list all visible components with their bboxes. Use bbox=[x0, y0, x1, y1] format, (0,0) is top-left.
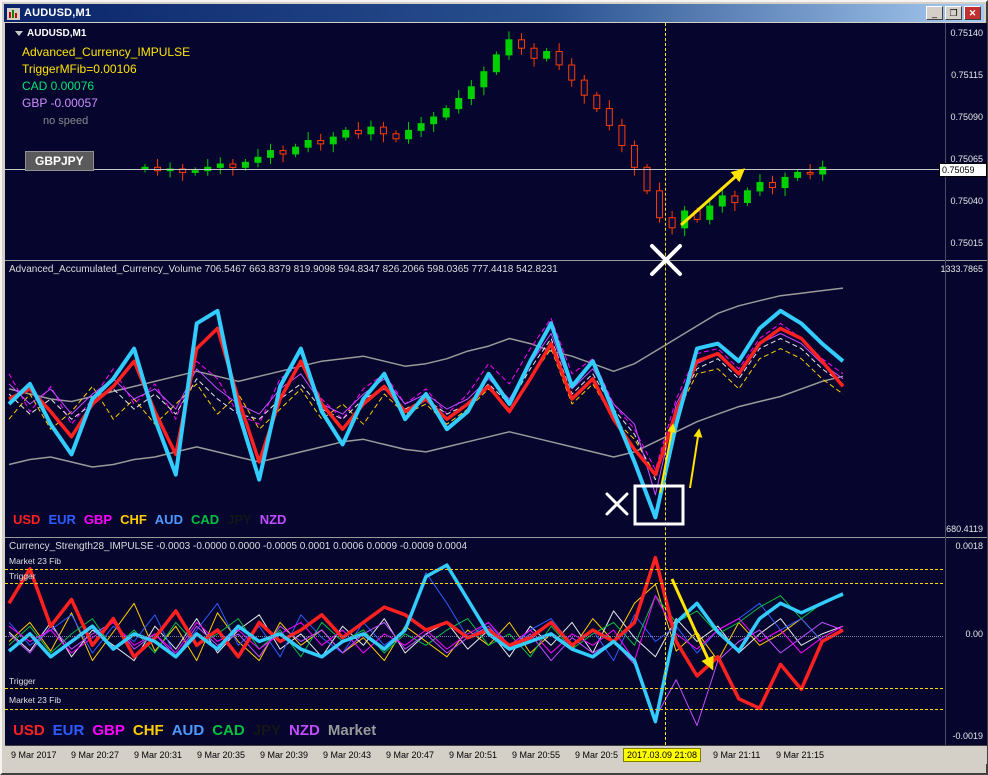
cad-value-label: CAD 0.00076 bbox=[22, 79, 95, 93]
market-fib-label-bottom: Market 23 Fib bbox=[9, 695, 61, 705]
price-scale-label: 0.75115 bbox=[951, 70, 983, 81]
market-fib-label-top: Market 23 Fib bbox=[9, 556, 61, 566]
panel-divider[interactable] bbox=[5, 537, 987, 538]
zero-level-line bbox=[5, 636, 943, 637]
current-price-line bbox=[5, 169, 987, 170]
legend-aud: AUD bbox=[171, 722, 205, 739]
legend-nzd: NZD bbox=[259, 512, 287, 527]
legend-market: Market bbox=[327, 722, 377, 739]
current-price-tag: 0.75059 bbox=[939, 163, 987, 178]
time-tick: 9 Mar 20:5 bbox=[575, 750, 619, 760]
time-tick: 9 Mar 20:51 bbox=[449, 750, 498, 760]
time-tick: 9 Mar 21:11 bbox=[713, 750, 761, 760]
volume-scale-max: 1333.7865 bbox=[940, 264, 983, 274]
time-axis[interactable]: 2017.03.09 21:08 9 Mar 2017 9 Mar 20:27 9 … bbox=[5, 745, 987, 764]
chart-icon bbox=[7, 7, 20, 20]
strength-scale-zero: 0.00 bbox=[965, 629, 983, 639]
time-tick: 9 Mar 20:43 bbox=[323, 750, 372, 760]
symbol-dropdown-icon[interactable] bbox=[15, 31, 23, 36]
legend-aud: AUD bbox=[154, 512, 183, 527]
price-scale-label: 0.75015 bbox=[950, 237, 983, 248]
volume-scale-min: 680.4119 bbox=[946, 524, 983, 534]
time-tick: 9 Mar 20:39 bbox=[260, 750, 309, 760]
pair-button-gbpjpy[interactable]: GBPJPY bbox=[25, 151, 94, 171]
strength-scale-min: -0.0019 bbox=[952, 731, 983, 741]
close-button[interactable]: ✕ bbox=[964, 6, 981, 20]
legend-nzd: NZD bbox=[289, 722, 320, 739]
time-tick: 9 Mar 20:35 bbox=[197, 750, 246, 760]
time-tick: 9 Mar 20:47 bbox=[386, 750, 435, 760]
legend-gbp: GBP bbox=[83, 512, 113, 527]
legend-usd: USD bbox=[13, 722, 45, 739]
currency-volume-chart[interactable] bbox=[5, 261, 945, 537]
window-title: AUDUSD,M1 bbox=[24, 7, 92, 19]
price-scale-separator bbox=[945, 23, 946, 745]
price-scale-label: 0.75140 bbox=[950, 28, 983, 39]
time-tick: 9 Mar 20:27 bbox=[71, 750, 120, 760]
legend-eur: EUR bbox=[48, 512, 76, 527]
price-scale-label: 0.75040 bbox=[950, 195, 983, 206]
panel-divider[interactable] bbox=[5, 260, 987, 261]
trigger-level-line bbox=[5, 583, 943, 584]
chart-area[interactable]: 0.75059 AUDUSD,M1 Advanced_Currency_IMPU… bbox=[5, 23, 987, 764]
time-highlight-tag: 2017.03.09 21:08 bbox=[623, 748, 702, 762]
price-scale-label: 0.75090 bbox=[950, 111, 983, 122]
legend-eur: EUR bbox=[52, 722, 85, 739]
fib-level-line bbox=[5, 709, 943, 710]
legend-chf: CHF bbox=[132, 722, 164, 739]
impulse-indicator-label: Advanced_Currency_IMPULSE bbox=[22, 45, 191, 59]
symbol-label: AUDUSD,M1 bbox=[27, 28, 87, 39]
speed-status-label: no speed bbox=[43, 115, 89, 127]
legend-jpy: JPY bbox=[252, 722, 282, 739]
fib-level-line bbox=[5, 569, 943, 570]
time-tick: 9 Mar 20:31 bbox=[134, 750, 183, 760]
legend-jpy: JPY bbox=[227, 512, 252, 527]
volume-currency-legend: USD EUR GBP CHF AUD CAD JPY NZD bbox=[13, 512, 294, 527]
trigger-label-top: Trigger bbox=[9, 571, 36, 581]
vertical-time-line[interactable] bbox=[665, 23, 666, 745]
legend-chf: CHF bbox=[120, 512, 147, 527]
restore-button[interactable]: ❐ bbox=[945, 6, 962, 20]
price-scale-label: 0.75065 bbox=[950, 153, 983, 164]
legend-usd: USD bbox=[13, 512, 41, 527]
window-titlebar[interactable]: AUDUSD,M1 _ ❐ ✕ bbox=[4, 4, 984, 22]
legend-gbp: GBP bbox=[92, 722, 125, 739]
minimize-button[interactable]: _ bbox=[926, 6, 943, 20]
strength-currency-legend: USD EUR GBP CHF AUD CAD JPY NZD Market bbox=[13, 722, 384, 739]
time-tick: 9 Mar 2017 bbox=[11, 750, 57, 760]
gbp-value-label: GBP -0.00057 bbox=[22, 96, 98, 110]
trigger-label-bottom: Trigger bbox=[9, 676, 36, 686]
legend-cad: CAD bbox=[190, 512, 220, 527]
time-tick: 9 Mar 20:55 bbox=[512, 750, 561, 760]
strength-panel-header: Currency_Strength28_IMPULSE -0.0003 -0.0… bbox=[9, 541, 468, 552]
volume-panel-header: Advanced_Accumulated_Currency_Volume 706… bbox=[9, 264, 558, 275]
trigger-mfib-label: TriggerMFib=0.00106 bbox=[22, 62, 137, 76]
time-tick: 9 Mar 21:15 bbox=[776, 750, 825, 760]
trigger-level-line bbox=[5, 688, 943, 689]
strength-scale-max: 0.0018 bbox=[955, 541, 983, 551]
legend-cad: CAD bbox=[212, 722, 245, 739]
